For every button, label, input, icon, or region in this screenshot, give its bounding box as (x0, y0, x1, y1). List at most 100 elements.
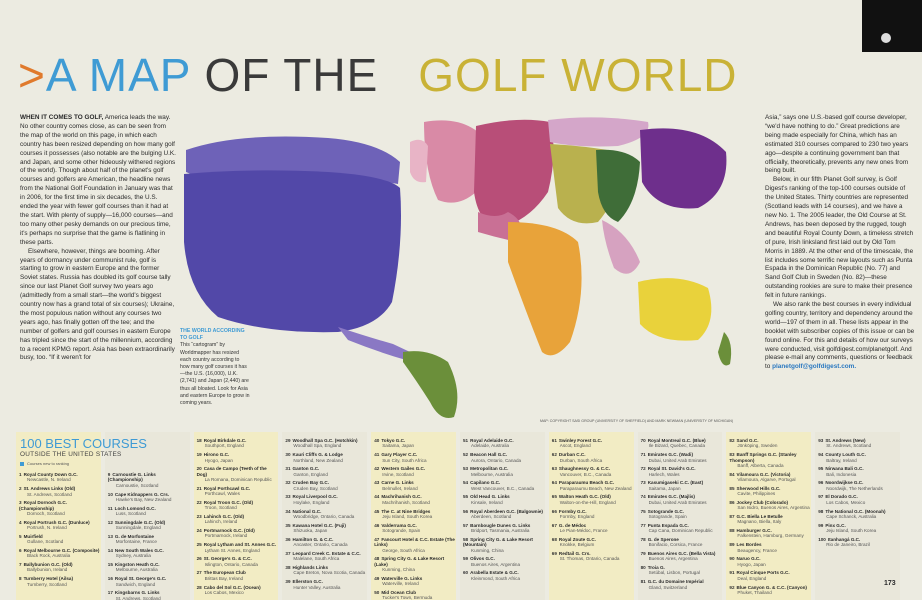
course-rank: 18 (196, 438, 202, 443)
course-entry: 38 Highlands Links Cape Breton, Nova Scoti… (285, 565, 367, 576)
course-name: Royal St. David's G.C. (647, 466, 696, 472)
course-entry: 69 Redtail G. Crs. St. Thomas, Ontario, Ca… (552, 551, 634, 562)
map-usa (184, 170, 401, 333)
course-entry: 24 Portmarnock G.C. (Old) Portmarnock, Ire… (197, 528, 279, 539)
course-name: The C. at Nine Bridges (381, 508, 431, 514)
course-rank: 5 (19, 533, 22, 539)
course-location: Portrush, N. Ireland (27, 525, 67, 531)
course-rank: 67 (551, 522, 557, 528)
course-entry: 63 Shaughnessy G. & C.C. Vancouver, B.C., … (552, 466, 634, 477)
course-location: Portmarnock, Ireland (204, 533, 248, 539)
course-location: Kunming, China (382, 567, 415, 573)
course-rank: 87 (729, 513, 735, 519)
course-rank: 19 (196, 452, 202, 458)
course-location: Shizuoka, Japan (293, 528, 328, 534)
course-entry: 23 Lahinch G.C. (Old) Lahinch, Ireland (197, 514, 279, 525)
course-name: G. de Morfontaine (114, 533, 154, 539)
course-rank: 61 (551, 438, 557, 443)
list-column: 29 Woodhall Spa G.C. (Hotchkin) Woodhall S… (282, 432, 368, 600)
course-entry: 96 Noordwijkse G.C. Noordwijk, The Netherl… (818, 480, 900, 491)
course-entry: 2 St. Andrews Links (Old) St. Andrews, Sco… (19, 486, 101, 497)
course-location: Paraparaumu Beach, New Zealand (559, 485, 632, 491)
course-entry: 10 Cape Kidnappers G. Crs. Hawke's Bay, Ne… (108, 492, 190, 503)
course-name: Royal Lytham and St. Annes G.C. (203, 542, 277, 548)
course-name: Ellerston G.C. (292, 579, 323, 585)
course-name: El Dorado G.C. (825, 494, 858, 500)
course-rank: 7 (19, 562, 22, 568)
course-rank: 35 (285, 522, 291, 528)
course-name: Sherwood Hills G.C. (736, 485, 781, 491)
course-entry: 95 Nirwana Bali G.C. Bali, Indonesia (818, 466, 900, 477)
course-location: Luss, Scotland (115, 511, 146, 517)
course-location: Aurora, Ontario, Canada (471, 457, 522, 463)
course-rank: 88 (729, 528, 735, 534)
course-entry: 42 Western Gailes G.C. Irvine, Scotland (374, 466, 456, 477)
course-entry: 53 Metropolitan G.C. Melbourne, Australia (463, 466, 545, 477)
course-location: Carnoustie, Scotland (115, 482, 159, 488)
course-location: Beaugency, France (737, 547, 777, 553)
email-link[interactable]: planetgolf@golfdigest.com. (772, 363, 857, 371)
map-ireland (410, 139, 428, 183)
paragraph: Below, in our fifth Planet Golf survey, … (765, 176, 914, 300)
course-entry: 11 Loch Lomond G.C. Luss, Scotland (108, 506, 190, 517)
course-location: Tucker's Town, Bermuda (382, 595, 433, 600)
course-name: County Louth G.C. (825, 452, 866, 458)
course-rank: 68 (551, 536, 557, 542)
course-name: Troia G. (647, 564, 665, 570)
course-rank: 48 (374, 556, 380, 562)
course-rank: 15 (107, 562, 113, 568)
course-rank: 97 (818, 494, 824, 500)
course-name: Loch Lomond G.C. (114, 505, 156, 511)
course-name: G.C. Biella Le Betulle (736, 513, 783, 519)
course-location: Sydney, Australia (115, 553, 151, 559)
course-rank: 89 (729, 542, 735, 548)
course-location: Deal, England (737, 575, 767, 581)
course-name: Pinx G.C. (825, 522, 846, 528)
course-rank: 9 (107, 472, 111, 477)
course-location: Harlech, Wales (648, 471, 680, 477)
course-location: Ancaster, Ontario, Canada (293, 542, 348, 548)
course-entry: 36 Hamilton G. & C.C. Ancaster, Ontario, C… (285, 537, 367, 548)
course-name: Highlands Links (292, 564, 328, 570)
course-entry: 51 Royal Adelaide G.C. Adelaide, Australia (463, 438, 545, 449)
course-rank: 72 (640, 466, 646, 472)
course-rank: 38 (285, 564, 291, 570)
course-rank: 1 (19, 472, 22, 477)
course-name: Royal Zoute G.C. (558, 536, 596, 542)
course-location: Baltray, Ireland (826, 457, 857, 463)
course-name: Royal Montreal G.C. (Blue) (647, 438, 706, 443)
course-location: Dubai, United Arab Emirates (648, 457, 707, 463)
course-rank: 14 (107, 547, 113, 553)
course-name: Royal Troon G.C. (Old) (203, 499, 253, 505)
course-location: Rio de Janeiro, Brazil (826, 542, 870, 548)
course-rank: 50 (374, 589, 380, 595)
course-rank: 8 (19, 576, 22, 582)
course-location: Hawke's Bay, New Zealand (115, 496, 172, 502)
course-entry: 54 Capilano G.C. West Vancouver, B.C., Can… (463, 480, 545, 491)
course-location: Buenos Aires, Argentina (471, 561, 521, 567)
course-entry: 88 Hamburger G.C. Falkenstein, Hamburg, Ge… (729, 528, 811, 539)
course-rank: 96 (818, 480, 824, 486)
course-entry: 50 Mid Ocean Club Tucker's Town, Bermuda (374, 590, 456, 600)
course-rank: 39 (285, 579, 291, 585)
course-rank: 3 (19, 500, 22, 506)
list-column: 93 St. Andrews (New) St. Andrews, Scotland… (815, 432, 900, 600)
course-location: Cavite, Philippines (737, 491, 776, 497)
course-name: Carnoustie G. Links (Championship) (107, 472, 156, 483)
course-entry: 79 Buenos Aires G.C. (Bella Vista) Buenos … (641, 551, 723, 562)
map-southeast-asia (602, 220, 640, 274)
course-location: Troon, Scotland (204, 505, 237, 511)
course-rank: 53 (463, 466, 469, 472)
course-name: Paraparaumu Beach G.C. (558, 480, 615, 486)
course-location: Bonifacio, Corsica, France (648, 542, 703, 548)
course-location: Vancouver, B.C., Canada (559, 471, 612, 477)
course-entry: 58 Spring City G. & Lake Resort (Mountain… (463, 537, 545, 553)
course-rank: 85 (729, 485, 735, 491)
course-name: Spring City G. & Lake Resort (Lake) (374, 556, 445, 567)
course-entry: 28 Cabo del Sol G.C. (Ocean) Los Cabos, Me… (197, 585, 279, 596)
course-location: Jeju Island, South Korea (382, 513, 433, 519)
course-entry: 7 Ballybunion G.C. (Old) Ballybunion, Irel… (19, 562, 101, 573)
course-entry: 44 Machrihanish G.C. Machrihanish, Scotlan… (374, 494, 456, 505)
course-rank: 63 (551, 466, 557, 472)
course-rank: 21 (196, 485, 202, 491)
